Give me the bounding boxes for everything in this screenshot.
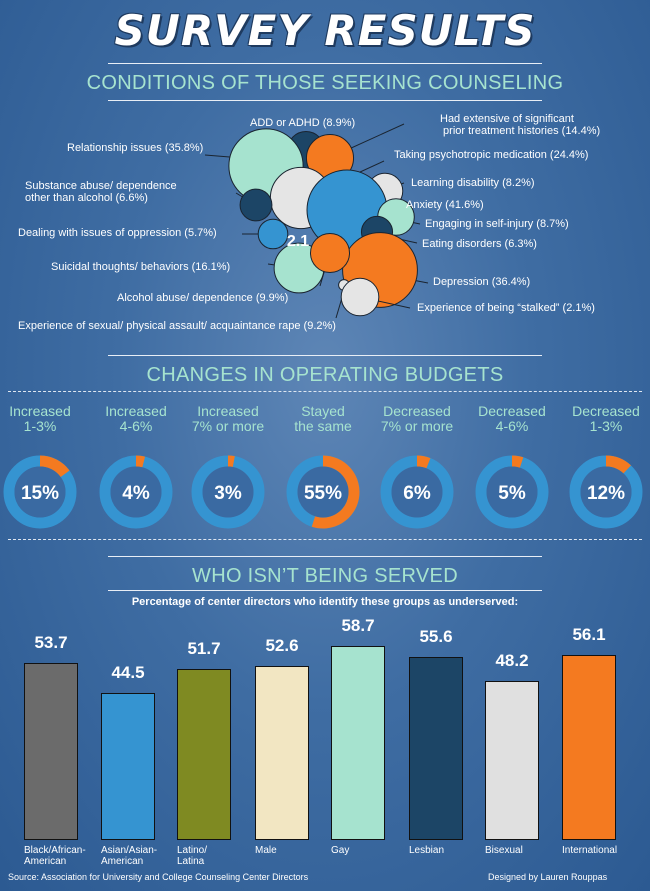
bubble-label-add-or-adhd-8-9: ADD or ADHD (8.9%) [250, 117, 355, 129]
conditions-bubble-chart: ADD or ADHD (8.9%) Had extensive of signi… [18, 113, 600, 332]
bar-value-asian-asian-american: 44.5 [111, 663, 145, 683]
bar-category-gay: Gay [331, 845, 350, 856]
bubble-label-experience-of-being-stalked-2-1: Experience of being “stalked” (2.1%) [417, 302, 595, 314]
budget-label-decreased-4-6: Decreased 4-6% [478, 403, 546, 434]
budget-ring-center-decreased-1-3 [580, 466, 632, 518]
section-title-served: WHO ISN’T BEING SERVED [192, 565, 458, 587]
bubble-label-depression-36-4: Depression (36.4%) [433, 276, 530, 288]
budget-ring-center-decreased-7-or-more [391, 466, 443, 518]
dashed-divider-budgets-bottom [8, 539, 642, 540]
dashed-divider-budgets-top [8, 391, 642, 392]
budget-value-increased-7-or-more: 3% [214, 483, 242, 504]
bar-category-latino-latina: Latino/Latina [177, 845, 208, 867]
budget-ring-center-increased-1-3 [14, 466, 66, 518]
bar-lesbian [409, 656, 463, 840]
bubble-label-dealing-with-issues-of-oppression-5-7: Dealing with issues of oppression (5.7%) [18, 227, 217, 239]
budget-label-increased-4-6: Increased 4-6% [105, 403, 167, 434]
bar-asian-asian-american [101, 693, 155, 840]
bar-value-gay: 58.7 [341, 616, 375, 636]
bar-category-male: Male [255, 845, 277, 856]
divider-budgets-top [108, 355, 542, 356]
bubble-label-suicidal-thoughts-behaviors-16-1: Suicidal thoughts/ behaviors (16.1%) [51, 261, 230, 273]
bar-category-bisexual: Bisexual [485, 845, 523, 856]
bubble-label-alcohol-abuse-dependence-9-9: Alcohol abuse/ dependence (9.9%) [117, 292, 288, 304]
bar-category-international: International [562, 845, 618, 856]
budget-ring-track-decreased-7-or-more [380, 455, 454, 529]
bubble-dealing-with-issues-of-oppression-5-7 [257, 218, 289, 250]
budget-value-decreased-7-or-more: 6% [403, 483, 431, 504]
bar-category-lesbian: Lesbian [409, 845, 445, 856]
budget-ring-track-decreased-4-6 [475, 455, 549, 529]
budget-label-decreased-1-3: Decreased 1-3% [572, 403, 640, 434]
budget-ring-arc-increased-4-6 [135, 455, 146, 468]
budget-label-increased-1-3: Increased 1-3% [9, 403, 71, 434]
budget-label-stayed-the-same: Stayed the same [294, 403, 352, 434]
budget-ring-arc-stayed-the-same [311, 455, 360, 529]
budget-value-stayed-the-same: 55% [304, 483, 342, 504]
bubble-label-had-extensive-of-significant-prior-treat: Had extensive of significant prior treat… [440, 113, 600, 137]
bar-chart-subtitle: Percentage of center directors who ident… [131, 596, 519, 608]
budget-ring-arc-decreased-4-6 [511, 455, 524, 468]
budget-value-increased-4-6: 4% [122, 483, 150, 504]
bar-gay [331, 646, 385, 840]
main-title: SURVEY RESULTS [114, 6, 536, 55]
bubble-label-anxiety-41-6: Anxiety (41.6%) [406, 199, 484, 211]
bubble-label-eating-disorders-6-3: Eating disorders (6.3%) [422, 238, 537, 250]
bar-value-bisexual: 48.2 [495, 650, 529, 670]
designer-credit: Designed by Lauren Rouppas [488, 872, 608, 882]
budget-ring-arc-increased-1-3 [39, 455, 70, 478]
budget-ring-center-decreased-4-6 [486, 466, 538, 518]
budget-ring-arc-decreased-1-3 [605, 455, 631, 474]
section-title-budgets: CHANGES IN OPERATING BUDGETS [146, 364, 504, 386]
bar-value-male: 52.6 [265, 636, 299, 656]
divider-conditions [108, 100, 542, 101]
bar-latino-latina [177, 669, 231, 840]
bar-bisexual [485, 680, 539, 840]
bubble-alcohol-abuse-dependence-9-9 [309, 232, 351, 274]
bubble-substance-abuse-dependence-other-than-al [239, 188, 273, 222]
bubble-label-relationship-issues-35-8: Relationship issues (35.8%) [67, 142, 203, 154]
bar-male [255, 666, 309, 840]
budget-ring-center-stayed-the-same [297, 466, 349, 518]
bar-value-black-african-american: 53.7 [34, 632, 68, 652]
bubble-label-substance-abuse-dependence-other-than-al: Substance abuse/ dependence other than al… [25, 180, 177, 204]
bubble-label-experience-of-sexual-physical-assault-ac: Experience of sexual/ physical assault/ … [18, 320, 336, 332]
budget-ring-track-increased-7-or-more [191, 455, 265, 529]
bubble-label-taking-psychotropic-medication-24-4: Taking psychotropic medication (24.4%) [394, 149, 588, 161]
bar-value-international: 56.1 [572, 624, 606, 644]
source-note: Source: Association for University and C… [8, 872, 309, 882]
bar-category-black-african-american: Black/African- American [24, 845, 86, 867]
bar-value-lesbian: 55.6 [419, 626, 453, 646]
bubble-center-annotation: 2.1 [287, 233, 309, 250]
bubble-label-learning-disability-8-2: Learning disability (8.2%) [411, 177, 535, 189]
budget-ring-arc-decreased-7-or-more [416, 455, 431, 469]
divider-top [108, 63, 542, 64]
divider-served-top [108, 556, 542, 557]
budget-ring-center-increased-4-6 [110, 466, 162, 518]
budget-ring-track-stayed-the-same [286, 455, 360, 529]
budget-label-increased-7-or-more: Increased 7% or more [191, 403, 265, 434]
budget-ring-track-increased-4-6 [99, 455, 173, 529]
bubble-label-engaging-in-self-injury-8-7: Engaging in self-injury (8.7%) [425, 218, 569, 230]
bar-category-asian-asian-american: Asian/Asian- American [101, 845, 158, 867]
bubble-experience-of-sexual-physical-assault-ac [340, 277, 380, 317]
bar-international [562, 654, 616, 840]
budget-label-decreased-7-or-more: Decreased 7% or more [380, 403, 454, 434]
divider-served [108, 590, 542, 591]
section-title-conditions: CONDITIONS OF THOSE SEEKING COUNSELING [86, 72, 564, 94]
budget-ring-arc-increased-7-or-more [227, 455, 235, 467]
budget-ring-center-increased-7-or-more [202, 466, 254, 518]
budget-value-increased-1-3: 15% [21, 483, 59, 504]
budget-ring-track-decreased-1-3 [569, 455, 643, 529]
budget-ring-track-increased-1-3 [3, 455, 77, 529]
budget-value-decreased-1-3: 12% [587, 483, 625, 504]
bar-value-latino-latina: 51.7 [187, 639, 221, 659]
budget-value-decreased-4-6: 5% [498, 483, 526, 504]
bar-black-african-american [24, 662, 78, 840]
